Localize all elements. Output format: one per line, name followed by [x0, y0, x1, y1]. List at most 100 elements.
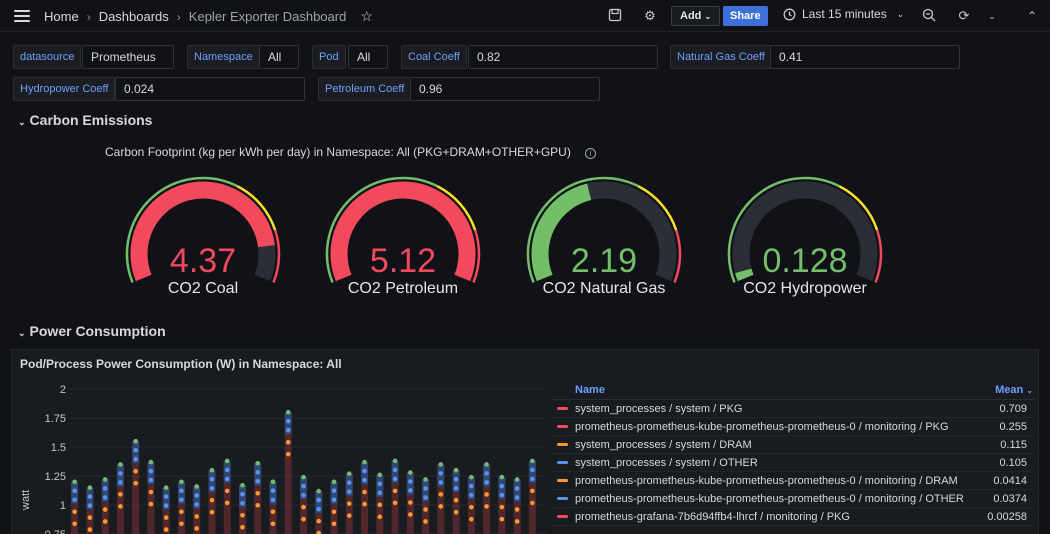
- power-bar: [391, 460, 399, 534]
- legend-series-name: prometheus-grafana-7b6d94ffb4-lhrcf / mo…: [575, 510, 850, 523]
- power-chart[interactable]: 2 1.75 1.5 1.25 1 0.75 watt: [12, 350, 547, 534]
- legend-row[interactable]: prometheus-prometheus-kube-prometheus-pr…: [551, 418, 1035, 436]
- gauge-label: CO2 Hydropower: [743, 280, 867, 297]
- chevron-down-icon[interactable]: ⌄: [988, 11, 996, 21]
- series-point: [331, 497, 337, 503]
- series-point: [163, 494, 169, 499]
- series-point: [377, 481, 383, 487]
- coal-coeff-input[interactable]: [468, 45, 658, 69]
- series-point: [331, 488, 337, 494]
- series-point: [270, 509, 276, 515]
- series-point: [102, 507, 108, 512]
- series-point: [362, 459, 367, 465]
- series-point: [346, 480, 352, 485]
- datasource-select[interactable]: Prometheus ⌄: [82, 45, 174, 85]
- series-point: [392, 467, 398, 473]
- series-point: [118, 480, 123, 485]
- series-point: [163, 485, 169, 490]
- share-button[interactable]: Share: [723, 6, 768, 26]
- series-point: [438, 492, 444, 497]
- series-point: [469, 504, 474, 510]
- legend-series-mean: 0.0414: [993, 474, 1027, 487]
- gauge-arc: [526, 176, 682, 283]
- legend-row[interactable]: system_processes / system / OTHER 0.105: [551, 454, 1035, 472]
- series-point: [469, 516, 474, 522]
- collapse-icon[interactable]: ⌃: [1026, 9, 1038, 23]
- power-bar: [116, 464, 124, 534]
- chevron-down-icon: ⌄: [18, 328, 26, 338]
- legend-row[interactable]: system_processes / system / PKG 0.709: [551, 400, 1035, 418]
- refresh-icon[interactable]: ⟳: [958, 8, 970, 23]
- info-icon[interactable]: i: [584, 148, 596, 159]
- menu-icon[interactable]: [14, 10, 30, 22]
- natural-gas-coeff-input[interactable]: [770, 45, 960, 69]
- y-tick-label: 0.75: [45, 529, 66, 534]
- series-point: [209, 485, 215, 491]
- coal-coeff-label: Coal Coeff: [401, 45, 467, 69]
- legend-row[interactable]: prometheus-prometheus-kube-prometheus-pr…: [551, 490, 1035, 508]
- power-bar: [193, 486, 201, 534]
- series-point: [148, 477, 154, 483]
- petroleum-coeff-input[interactable]: [410, 77, 600, 101]
- pod-label: Pod: [312, 45, 346, 69]
- series-point: [163, 515, 169, 520]
- series-point: [224, 488, 230, 494]
- series-point: [270, 497, 276, 503]
- series-point: [102, 486, 108, 491]
- power-bar: [147, 462, 155, 534]
- series-point: [484, 462, 489, 467]
- series-point: [484, 480, 489, 485]
- y-tick-label: 1: [60, 500, 66, 512]
- row-title-label: Power Consumption: [29, 323, 166, 339]
- series-point: [530, 467, 535, 473]
- series-point: [240, 500, 245, 506]
- legend-row[interactable]: prometheus-grafana-7b6d94ffb4-lhrcf / mo…: [551, 508, 1035, 526]
- gauge-threshold-arc: [874, 229, 883, 283]
- zoom-out-icon[interactable]: [921, 8, 937, 24]
- series-color-swatch: [557, 497, 568, 500]
- gauge-threshold-arc: [125, 176, 238, 283]
- legend-row[interactable]: system_processes / system / DRAM 0.115: [551, 436, 1035, 454]
- series-point: [316, 506, 322, 512]
- gear-icon[interactable]: ⚙: [644, 8, 656, 23]
- pod-select[interactable]: All ⌄: [348, 45, 388, 85]
- series-point: [240, 524, 245, 530]
- series-point: [423, 477, 428, 482]
- gauge-track: [732, 181, 878, 282]
- gauge-value-arc: [531, 183, 592, 282]
- star-icon[interactable]: ☆: [360, 8, 373, 24]
- gauge-threshold-arc: [673, 229, 682, 283]
- legend-name-header[interactable]: Name: [575, 383, 605, 396]
- series-point: [163, 503, 169, 508]
- series-point: [346, 501, 352, 506]
- series-point: [331, 479, 337, 485]
- top-navbar: Home › Dashboards › Kepler Exporter Dash…: [0, 0, 1050, 32]
- series-point: [377, 502, 383, 508]
- series-point: [377, 472, 383, 478]
- legend-series-mean: 0.105: [999, 456, 1027, 469]
- y-tick-label: 1.75: [45, 413, 66, 425]
- time-range-picker[interactable]: Last 15 minutes ⌄: [783, 7, 904, 21]
- save-icon[interactable]: [607, 8, 623, 24]
- legend-mean-header[interactable]: Mean ⌄: [995, 383, 1033, 396]
- legend-series-mean: 0.709: [999, 402, 1027, 415]
- gauge-co2-hydropower: 0.128 CO2 Hydropower: [720, 168, 890, 308]
- time-range-label: Last 15 minutes: [802, 7, 887, 21]
- series-point: [499, 516, 505, 522]
- legend-series-name: system_processes / system / DRAM: [575, 438, 752, 451]
- legend-row[interactable]: prometheus-prometheus-kube-prometheus-pr…: [551, 472, 1035, 490]
- hydropower-coeff-input[interactable]: [115, 77, 305, 101]
- row-carbon-emissions[interactable]: ⌄ Carbon Emissions: [18, 112, 152, 128]
- series-point: [408, 470, 413, 475]
- series-point: [285, 451, 291, 457]
- breadcrumb-home[interactable]: Home: [44, 9, 79, 24]
- series-point: [316, 488, 322, 494]
- breadcrumb-dashboards[interactable]: Dashboards: [98, 9, 169, 24]
- namespace-select[interactable]: All ⌄: [259, 45, 299, 85]
- row-power-consumption[interactable]: ⌄ Power Consumption: [18, 323, 166, 339]
- series-point: [194, 526, 199, 531]
- add-button[interactable]: Add ⌄: [671, 6, 721, 26]
- power-bar: [238, 485, 246, 534]
- series-point: [392, 476, 398, 482]
- series-point: [102, 495, 108, 500]
